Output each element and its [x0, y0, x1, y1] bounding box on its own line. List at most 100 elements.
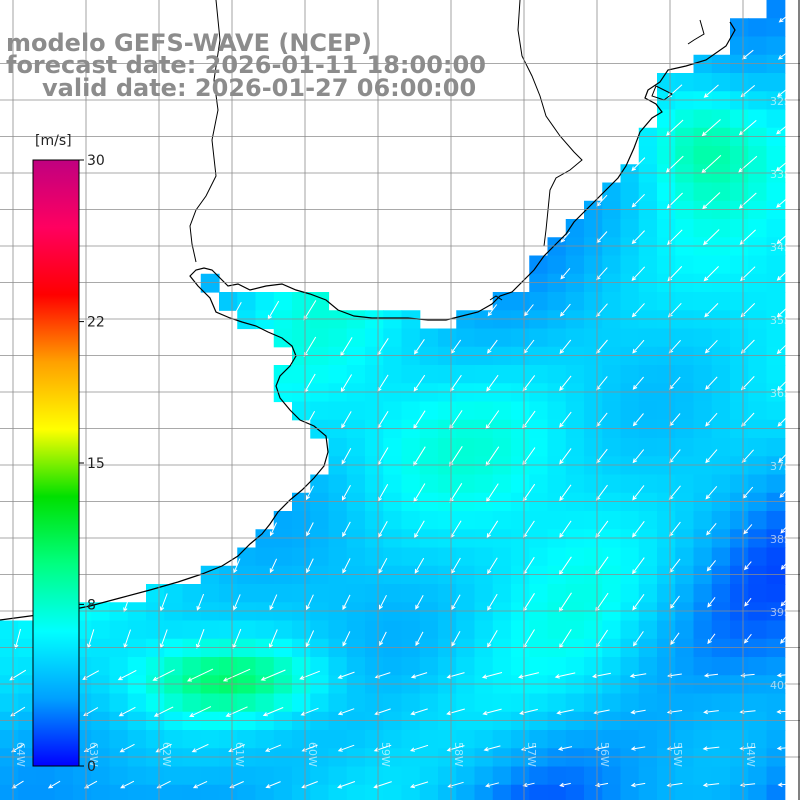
- ocean-cell: [730, 456, 749, 476]
- ocean-cell: [237, 547, 257, 567]
- ocean-cell: [419, 419, 439, 439]
- ocean-cell: [474, 547, 494, 567]
- ocean-cell: [456, 401, 476, 421]
- ocean-cell: [310, 365, 330, 384]
- ocean-cell: [638, 584, 658, 603]
- ocean-cell: [328, 693, 348, 713]
- ocean-cell: [638, 730, 658, 749]
- ocean-cell: [657, 255, 676, 275]
- ocean-cell: [565, 346, 585, 366]
- ocean-cell: [584, 273, 603, 293]
- ocean-cell: [456, 456, 476, 476]
- wind-arrow: [487, 629, 498, 648]
- ocean-cell: [748, 638, 768, 658]
- ocean-cell: [638, 456, 658, 476]
- ocean-cell: [255, 766, 275, 786]
- ocean-cell: [748, 328, 768, 348]
- ocean-cell: [675, 146, 695, 165]
- ocean-cell: [638, 401, 658, 421]
- ocean-cell: [657, 200, 676, 220]
- wind-arrow: [414, 557, 425, 574]
- wind-arrow: [451, 557, 461, 574]
- ocean-cell: [438, 492, 457, 512]
- ocean-cell: [638, 693, 658, 713]
- ocean-cell: [675, 438, 695, 457]
- wind-arrow: [704, 303, 719, 318]
- ocean-cell: [310, 748, 330, 768]
- ocean-cell: [638, 146, 658, 165]
- title-valid-date: valid date: 2026-01-27 06:00:00: [42, 74, 477, 102]
- ocean-cell: [438, 584, 457, 603]
- wind-arrow: [632, 520, 645, 538]
- wind-arrow: [191, 743, 209, 753]
- wind-arrow: [776, 266, 792, 281]
- lagoon-path: [651, 85, 673, 101]
- ocean-cell: [602, 675, 622, 695]
- ocean-cell: [365, 310, 384, 330]
- wind-arrow: [631, 193, 645, 208]
- ocean-cell: [365, 547, 384, 567]
- ocean-cell: [748, 346, 768, 366]
- ocean-cell: [766, 565, 786, 585]
- wind-arrow: [667, 266, 683, 282]
- ocean-cell: [620, 365, 640, 384]
- ocean-cell: [456, 511, 476, 530]
- ocean-cell: [419, 620, 439, 640]
- ocean-cell: [456, 711, 476, 731]
- wind-arrow: [446, 745, 465, 752]
- wind-arrow: [523, 304, 534, 317]
- ocean-cell: [401, 401, 421, 421]
- wind-arrow: [414, 520, 425, 539]
- ocean-cell: [146, 693, 165, 713]
- ocean-cell: [492, 383, 512, 403]
- ocean-cell: [766, 401, 786, 421]
- wind-arrow: [233, 594, 241, 611]
- ocean-cell: [602, 273, 622, 293]
- longitude-labels: 64W 63W 62W 61W 60W 59W 58W 57W 56W 55W 54W: [14, 742, 757, 767]
- wind-arrow: [225, 706, 248, 717]
- ocean-cell: [730, 273, 749, 293]
- ocean-cell: [310, 529, 330, 549]
- ocean-cell: [657, 273, 676, 293]
- ocean-cell: [675, 620, 695, 640]
- wind-arrow: [192, 780, 208, 789]
- wind-arrow: [233, 558, 241, 574]
- ocean-cell: [18, 766, 38, 786]
- wind-arrow: [632, 557, 645, 575]
- ocean-cell: [638, 492, 658, 512]
- ocean-cell: [200, 711, 220, 731]
- ocean-cell: [711, 638, 731, 658]
- ocean-cell: [766, 730, 786, 749]
- ocean-cell: [657, 766, 676, 786]
- wind-arrow: [705, 485, 718, 500]
- ocean-cell: [54, 784, 74, 800]
- ocean-cell: [310, 675, 330, 695]
- ocean-cell: [730, 91, 749, 111]
- ocean-cell: [474, 711, 494, 731]
- wind-arrow: [413, 339, 425, 355]
- ocean-cell: [565, 273, 585, 293]
- ocean-cell: [383, 584, 403, 603]
- ocean-cell: [456, 419, 476, 439]
- ocean-cell: [565, 292, 585, 311]
- ocean-cell: [292, 638, 311, 658]
- ocean-cell: [219, 784, 238, 800]
- wind-arrow: [703, 266, 719, 282]
- ocean-cell: [748, 456, 768, 476]
- ocean-cell: [419, 511, 439, 530]
- ocean-cell: [109, 693, 129, 713]
- ocean-cell: [328, 511, 348, 530]
- ocean-cell: [474, 492, 494, 512]
- ocean-cell: [693, 693, 713, 713]
- ocean-cell: [657, 182, 676, 202]
- ocean-cell: [584, 328, 603, 348]
- ocean-cell: [310, 492, 330, 512]
- ocean-cell: [766, 766, 786, 786]
- ocean-cell: [255, 693, 275, 713]
- ocean-cell: [748, 511, 768, 530]
- ocean-cell: [748, 365, 768, 384]
- ocean-cell: [675, 328, 695, 348]
- wind-arrow: [559, 303, 571, 317]
- ocean-cell: [638, 474, 658, 494]
